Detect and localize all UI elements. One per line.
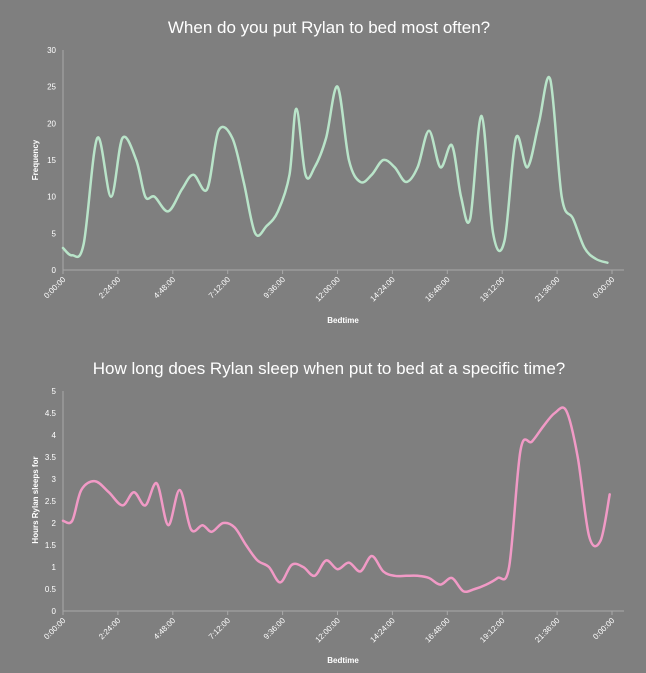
chart-2-series-line	[61, 406, 611, 594]
chart-2-y-tick-label: 3	[52, 475, 57, 484]
chart-1-y-tick-label: 30	[47, 46, 56, 55]
chart-1-x-tick-label: 9:36:00	[262, 275, 288, 301]
chart-1-x-axis-label: Bedtime	[327, 316, 359, 325]
chart-2-y-tick-label: 1.5	[45, 541, 57, 550]
chart-1-y-tick-label: 10	[47, 193, 56, 202]
chart-2-y-tick-label: 2	[52, 519, 57, 528]
chart-2-x-tick-label: 14:24:00	[368, 616, 397, 645]
chart-2-y-tick-label: 0.5	[45, 585, 57, 594]
chart-1-x-tick-label: 7:12:00	[207, 275, 233, 301]
chart-2-y-axis-label: Hours Rylan sleeps for	[31, 456, 40, 543]
chart-2-y-tick-label: 2.5	[45, 497, 57, 506]
chart-2-x-tick-label: 12:00:00	[314, 616, 343, 645]
chart-1-title: When do you put Rylan to bed most often?	[168, 18, 490, 37]
chart-2-y-tick-label: 0	[52, 607, 57, 616]
chart-1-x-tick-label: 21:36:00	[533, 275, 562, 304]
chart-2-x-axis-label: Bedtime	[327, 656, 359, 665]
chart-2-x-tick-label: 21:36:00	[533, 616, 562, 645]
chart-2-x-tick-label: 9:36:00	[262, 616, 288, 642]
chart-1-x-tick-label: 12:00:00	[314, 275, 343, 304]
chart-2-x-tick-label: 16:48:00	[423, 616, 452, 645]
chart-2-y-tick-label: 4	[52, 431, 57, 440]
chart-2-y-tick-label: 5	[52, 387, 57, 396]
chart-2: How long does Rylan sleep when put to be…	[31, 359, 624, 665]
chart-2-title: How long does Rylan sleep when put to be…	[93, 359, 566, 378]
chart-1-x-tick-label: 2:24:00	[97, 275, 123, 301]
chart-1-x-tick-label: 4:48:00	[152, 275, 178, 301]
chart-2-x-tick-label: 19:12:00	[478, 616, 507, 645]
chart-1: When do you put Rylan to bed most often?…	[31, 18, 624, 325]
chart-2-x-tick-label: 4:48:00	[152, 616, 178, 642]
chart-1-series-line	[61, 75, 609, 264]
chart-2-y-tick-label: 1	[52, 563, 57, 572]
chart-2-x-tick-label: 7:12:00	[207, 616, 233, 642]
chart-1-y-axis-label: Frequency	[31, 139, 40, 180]
chart-2-y-tick-label: 3.5	[45, 453, 57, 462]
chart-1-y-tick-label: 5	[52, 229, 57, 238]
chart-1-y-tick-label: 25	[47, 83, 56, 92]
chart-1-x-tick-label: 0:00:00	[591, 275, 617, 301]
chart-2-x-tick-label: 0:00:00	[591, 616, 617, 642]
chart-1-x-tick-label: 16:48:00	[423, 275, 452, 304]
chart-1-x-tick-label: 19:12:00	[478, 275, 507, 304]
chart-1-y-tick-label: 0	[52, 266, 57, 275]
chart-1-y-tick-label: 20	[47, 119, 56, 128]
chart-1-x-tick-label: 14:24:00	[368, 275, 397, 304]
chart-2-x-tick-label: 0:00:00	[42, 616, 68, 642]
chart-1-y-tick-label: 15	[47, 156, 56, 165]
chart-2-y-tick-label: 4.5	[45, 409, 57, 418]
chart-1-x-tick-label: 0:00:00	[42, 275, 68, 301]
chart-2-x-tick-label: 2:24:00	[97, 616, 123, 642]
